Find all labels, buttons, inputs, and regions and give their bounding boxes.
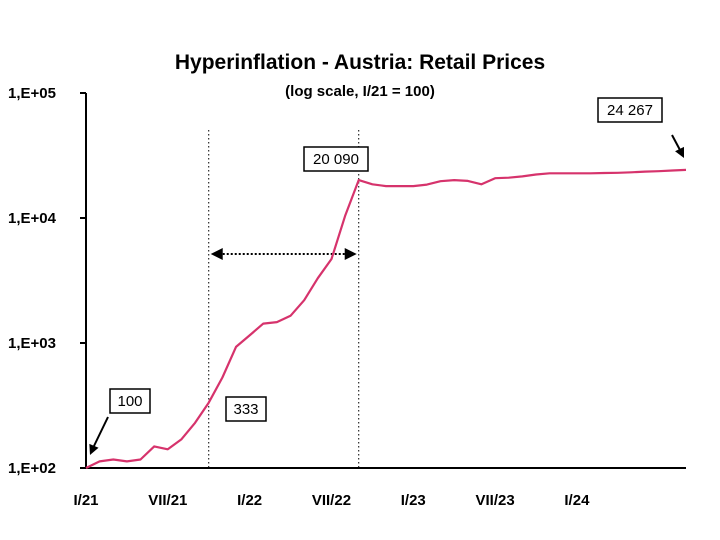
annotation-arrow: [671, 134, 681, 151]
chart-subtitle: (log scale, I/21 = 100): [285, 83, 435, 100]
chart-title: Hyperinflation - Austria: Retail Prices: [175, 51, 545, 74]
y-tick-label: 1,E+02: [8, 460, 56, 477]
y-tick-label: 1,E+05: [8, 85, 56, 102]
annotation-label: 100: [117, 393, 142, 410]
annotation-box: [597, 97, 663, 123]
x-ticks: I/21 VII/21 I/22 VII/22 I/23 VII/23 I/24: [73, 492, 590, 509]
annotation-box: [303, 146, 369, 172]
annotation-label: 333: [233, 401, 258, 418]
series-line: [85, 168, 687, 469]
range-arrow-head-right: [344, 248, 357, 260]
x-tick-label: VII/21: [148, 492, 187, 509]
x-tick-label: I/21: [73, 492, 98, 509]
annotation-label: 24 267: [607, 102, 653, 119]
annotation-label: 20 090: [313, 151, 359, 168]
x-tick-label: VII/22: [312, 492, 351, 509]
annotation-arrow: [92, 416, 109, 449]
series-layer: [85, 168, 687, 469]
range-markers: [208, 130, 360, 468]
x-tick-label: I/22: [237, 492, 262, 509]
y-tick-label: 1,E+03: [8, 335, 56, 352]
range-arrow-head-left: [210, 248, 223, 260]
x-tick-label: VII/23: [475, 492, 514, 509]
x-tick-label: I/23: [401, 492, 426, 509]
annotations: 100 333 20 090 24 267: [89, 97, 684, 455]
annotation-arrow-head: [89, 443, 99, 455]
annotation-arrow-head: [675, 146, 684, 158]
y-ticks: 1,E+02 1,E+03 1,E+04 1,E+05: [8, 85, 86, 477]
annotation-box: [225, 396, 267, 422]
annotation-box: [109, 388, 151, 414]
x-tick-label: I/24: [564, 492, 590, 509]
axes: [85, 93, 686, 469]
y-tick-label: 1,E+04: [8, 210, 57, 227]
